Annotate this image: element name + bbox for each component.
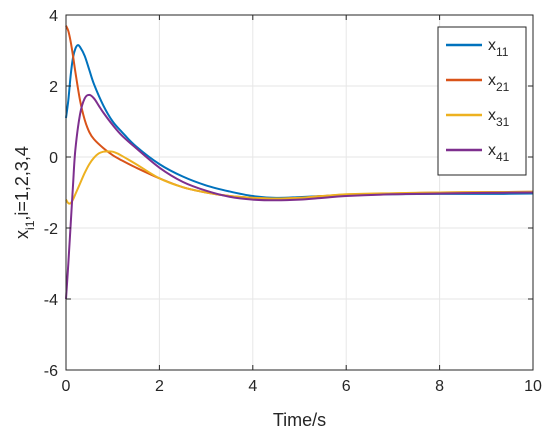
- legend-label-base: x: [488, 142, 496, 159]
- legend-label-subscript: 21: [496, 80, 510, 94]
- legend-label-x41: x41: [488, 142, 510, 164]
- y-axis-label: xi1,i=1,2,3,4: [12, 146, 37, 239]
- x-tick-labels: 0 2 4 6 8 10: [62, 378, 542, 395]
- y-tick-labels: -6 -4 -2 0 2 4: [44, 8, 58, 380]
- legend-label-base: x: [488, 37, 496, 54]
- legend-label-x11: x11: [488, 37, 509, 59]
- legend-label-x31: x31: [488, 107, 510, 129]
- y-axis-label-subscript: i1: [23, 220, 37, 230]
- legend-label-base: x: [488, 107, 496, 124]
- y-ticks: [66, 14, 533, 371]
- y-tick-label: -2: [44, 221, 58, 238]
- y-tick-label: 2: [49, 79, 58, 96]
- x-tick-label: 2: [155, 378, 164, 395]
- y-axis-label-rest: ,i=1,2,3,4: [12, 146, 32, 221]
- series-line-x41: [65, 93, 534, 300]
- y-axis-label-base: x: [12, 230, 32, 239]
- legend-box: [437, 26, 527, 176]
- y-tick-label: -4: [44, 292, 58, 309]
- legend-label-subscript: 41: [496, 150, 510, 164]
- x-ticks: [65, 15, 534, 370]
- x-tick-label: 4: [248, 378, 257, 395]
- series-layer: [65, 25, 534, 300]
- x-tick-label: 10: [524, 378, 542, 395]
- x-tick-label: 6: [342, 378, 351, 395]
- y-tick-label: 4: [49, 8, 58, 25]
- x-tick-label: 0: [62, 378, 71, 395]
- x-axis-label: Time/s: [273, 410, 326, 430]
- plot-frame: [65, 14, 534, 371]
- legend-label-subscript: 11: [496, 45, 509, 59]
- legend-label-x21: x21: [488, 72, 510, 94]
- series-line-x31: [65, 150, 534, 205]
- legend-label-subscript: 31: [496, 115, 510, 129]
- y-tick-label: 0: [49, 150, 58, 167]
- y-tick-label: -6: [44, 363, 58, 380]
- legend-label-base: x: [488, 72, 496, 89]
- x-tick-label: 8: [435, 378, 444, 395]
